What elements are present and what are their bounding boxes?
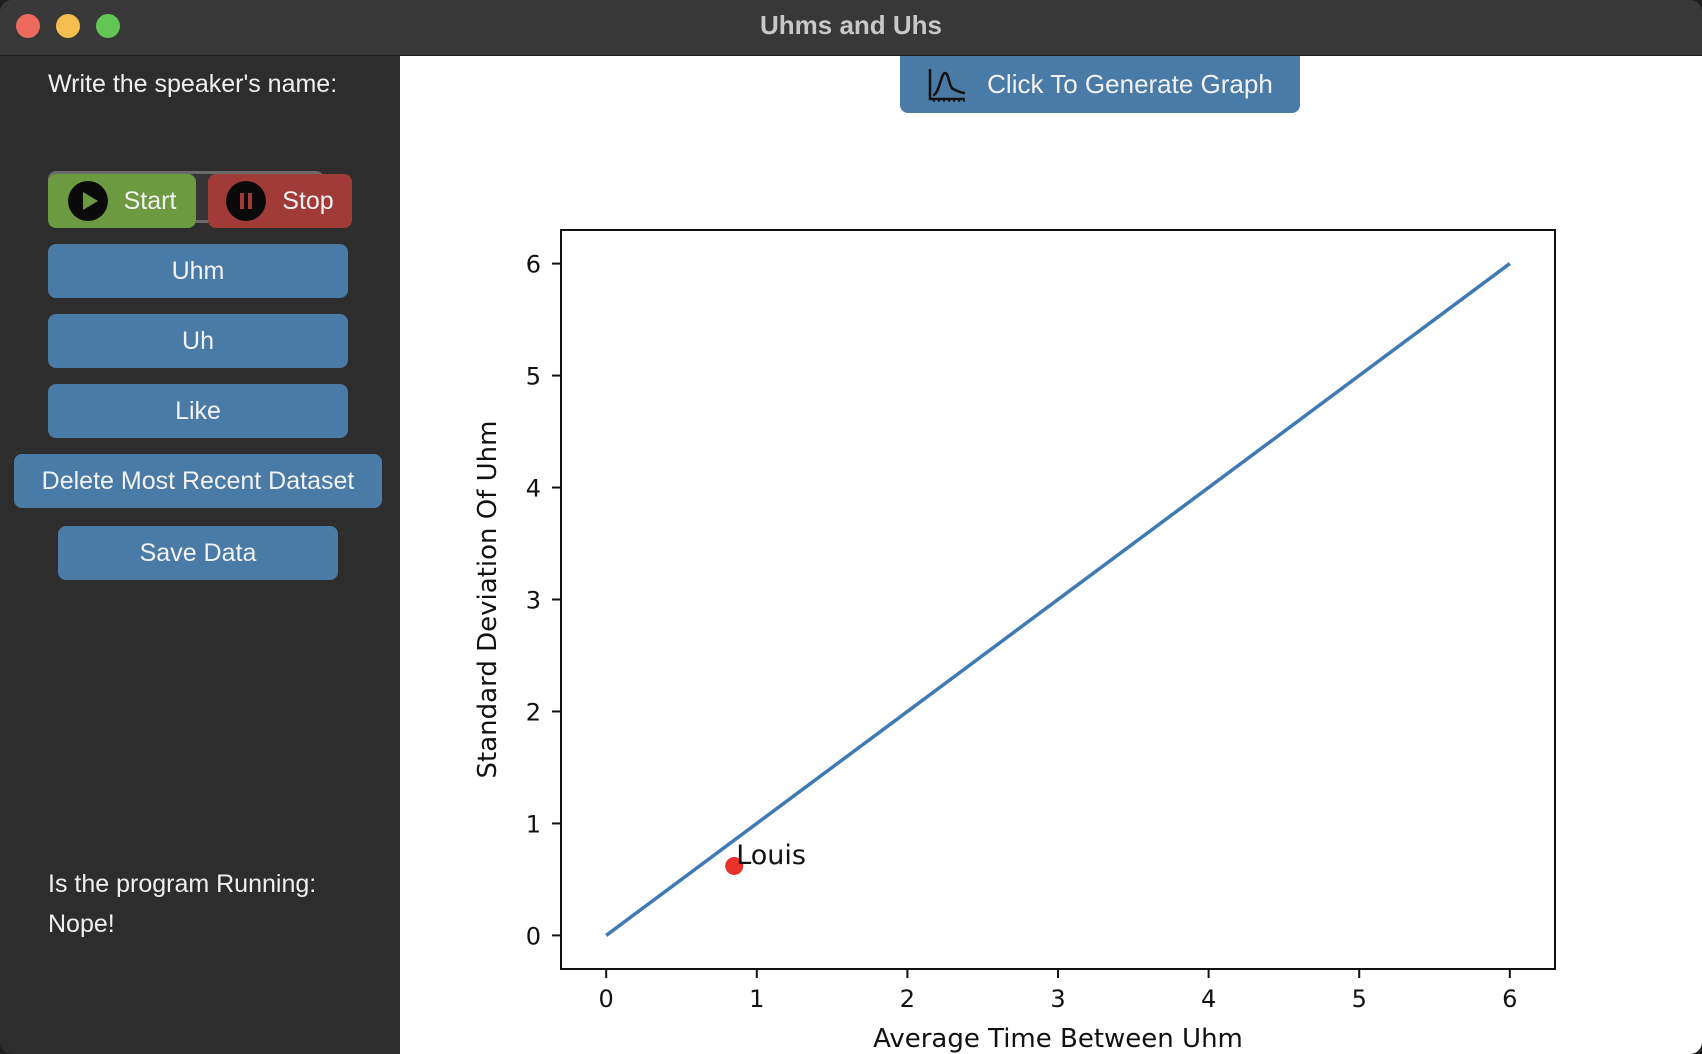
scatter-line-chart: 0 1 2 3 4 5 6 0 1 2 3 4 5 6 Average Time Between Uhm St… <box>473 229 1556 1054</box>
x-axis-label: Average Time Between Uhm <box>873 1024 1243 1054</box>
window-title: Uhms and Uhs <box>759 10 943 40</box>
graph-icon <box>928 68 966 102</box>
speaker-name-label: Write the speaker's name: <box>48 70 338 98</box>
y-axis-label: Standard Deviation Of Uhm <box>473 421 503 779</box>
x-tick-label: 2 <box>900 985 915 1013</box>
start-label: Start <box>123 186 177 215</box>
data-point <box>725 856 744 875</box>
graph-panel: Click To Generate Graph 0 1 2 3 4 5 6 0 1 2 3 4 5 6 Av… <box>400 56 1702 1054</box>
pause-icon <box>226 181 267 221</box>
uh-button[interactable]: Uh <box>48 314 348 368</box>
x-tick-label: 1 <box>749 985 764 1013</box>
y-tick-label: 5 <box>526 363 541 391</box>
play-icon <box>67 181 108 221</box>
running-status-label: Is the program Running: <box>48 870 317 898</box>
generate-graph-button[interactable]: Click To Generate Graph <box>900 56 1300 113</box>
stop-label: Stop <box>282 186 334 215</box>
x-tick-label: 4 <box>1201 985 1216 1013</box>
x-tick-label: 5 <box>1352 985 1367 1013</box>
close-window-button[interactable] <box>16 14 40 38</box>
stop-button[interactable]: Stop <box>208 174 352 228</box>
delete-recent-dataset-button[interactable]: Delete Most Recent Dataset <box>14 454 382 508</box>
data-point-label: Louis <box>736 840 806 871</box>
generate-graph-label: Click To Generate Graph <box>987 69 1273 99</box>
y-tick-label: 6 <box>526 251 541 279</box>
uhm-button[interactable]: Uhm <box>48 244 348 298</box>
x-tick-label: 0 <box>599 985 614 1013</box>
y-tick-label: 3 <box>526 587 541 615</box>
title-bar: Uhms and Uhs <box>0 0 1702 56</box>
sidebar: Write the speaker's name: Start Stop Uhm… <box>0 56 400 1054</box>
save-data-button[interactable]: Save Data <box>58 526 338 580</box>
y-tick-label: 4 <box>526 475 541 503</box>
start-button[interactable]: Start <box>48 174 196 228</box>
y-tick-label: 2 <box>526 698 541 726</box>
running-status-value: Nope! <box>48 910 115 938</box>
y-tick-label: 0 <box>526 922 541 950</box>
series-line <box>605 262 1511 937</box>
minimize-window-button[interactable] <box>56 14 80 38</box>
maximize-window-button[interactable] <box>96 14 120 38</box>
y-tick-label: 1 <box>526 810 541 838</box>
x-tick-label: 3 <box>1050 985 1065 1013</box>
like-button[interactable]: Like <box>48 384 348 438</box>
x-tick-label: 6 <box>1502 985 1517 1013</box>
